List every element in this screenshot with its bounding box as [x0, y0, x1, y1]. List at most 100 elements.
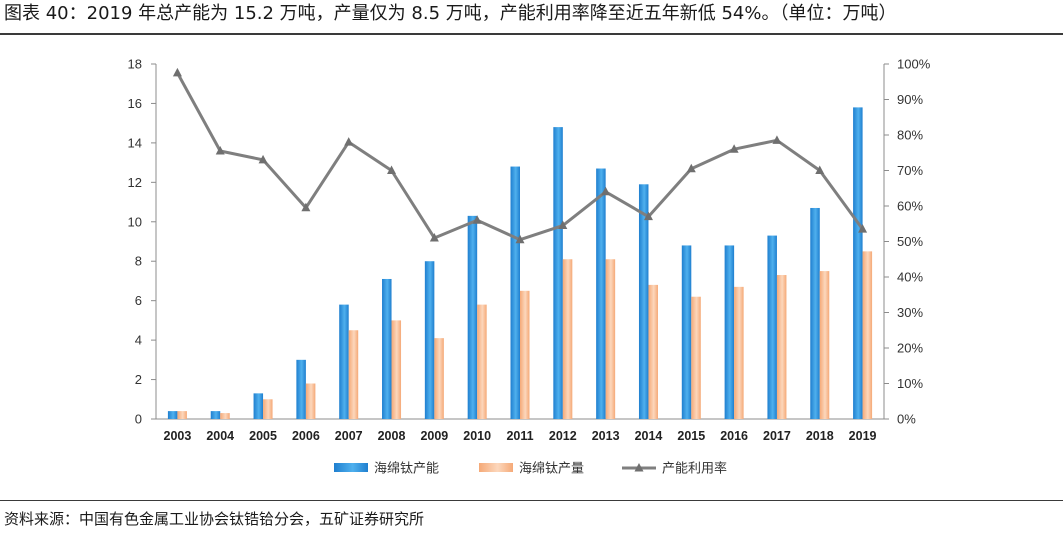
chart-line-series	[172, 67, 868, 244]
figure-title: 图表 40：2019 年总产能为 15.2 万吨，产量仅为 8.5 万吨，产能利…	[4, 3, 897, 24]
x-tick-label: 2019	[849, 429, 877, 443]
x-tick-label: 2013	[592, 429, 620, 443]
chart-svg: 0 2 4 6 8 10 12 14 16 18 0% 10% 20% 30% 40% 50% 60% 70% 80…	[128, 57, 931, 477]
utilization-marker	[344, 137, 354, 146]
y-right-tick-label: 10%	[897, 376, 923, 391]
legend-swatch	[334, 463, 368, 472]
x-tick-label: 2006	[292, 429, 320, 443]
output-bar	[562, 259, 573, 419]
x-tick-label: 2010	[463, 429, 491, 443]
output-bar	[391, 320, 402, 419]
y-left-tick-label: 12	[128, 175, 142, 190]
capacity-bar	[339, 304, 349, 419]
x-tick-label: 2005	[249, 429, 277, 443]
x-tick-label: 2004	[206, 429, 234, 443]
y-left-tick-label: 10	[128, 214, 142, 229]
capacity-bar	[467, 215, 478, 419]
utilization-marker	[258, 154, 268, 164]
output-bar	[434, 338, 444, 419]
y-right-tick-label: 60%	[897, 199, 923, 214]
legend-swatch	[479, 463, 513, 472]
capacity-bar	[553, 127, 563, 419]
legend-label: 产能利用率	[662, 461, 727, 477]
utilization-marker	[643, 211, 653, 221]
x-tick-label: 2008	[378, 429, 406, 443]
capacity-bar	[210, 411, 221, 419]
title-rule	[0, 33, 1063, 35]
y-right-tick-label: 20%	[897, 341, 923, 356]
chart-axes: 0 2 4 6 8 10 12 14 16 18 0% 10% 20% 30% 40% 50% 60% 70% 80…	[128, 57, 931, 427]
y-left-tick-label: 0	[135, 412, 142, 427]
x-tick-label: 2017	[763, 429, 791, 443]
utilization-marker	[429, 232, 439, 242]
source-rule	[0, 500, 1063, 501]
y-left-tick-label: 8	[135, 254, 142, 269]
y-left-tick-label: 18	[128, 57, 142, 72]
x-tick-label: 2011	[506, 429, 533, 443]
output-bar	[520, 290, 530, 419]
output-bar	[734, 286, 744, 419]
output-bar	[177, 411, 187, 419]
x-tick-label: 2012	[549, 429, 577, 443]
output-bar	[477, 304, 487, 419]
y-left-tick-label: 6	[135, 293, 142, 308]
y-right-tick-label: 50%	[897, 234, 923, 249]
y-right-tick-label: 100%	[897, 57, 931, 72]
y-left-tick-label: 16	[128, 96, 142, 111]
output-bar	[220, 413, 230, 419]
utilization-marker	[815, 165, 825, 174]
utilization-marker	[601, 186, 611, 196]
utilization-marker	[215, 145, 225, 155]
capacity-bar	[382, 278, 392, 419]
capacity-bar	[510, 166, 520, 419]
y-right-tick-label: 70%	[897, 163, 923, 178]
x-tick-label: 2009	[420, 429, 448, 443]
output-bar	[305, 383, 316, 419]
y-right-tick-label: 0%	[897, 412, 916, 427]
output-bar	[776, 275, 787, 419]
capacity-bar	[810, 207, 820, 419]
utilization-marker	[387, 165, 397, 174]
capacity-bar	[853, 107, 863, 419]
source-note: 资料来源：中国有色金属工业协会钛锆铪分会，五矿证券研究所	[4, 510, 425, 528]
chart-bars	[167, 107, 873, 419]
y-right-tick-label: 40%	[897, 270, 923, 285]
y-right-tick-label: 30%	[897, 305, 923, 320]
utilization-marker	[301, 202, 311, 212]
x-tick-label: 2015	[677, 429, 705, 443]
utilization-marker	[772, 135, 782, 144]
capacity-bar	[253, 393, 264, 419]
chart-legend: 海绵钛产能 海绵钛产量 产能利用率	[334, 461, 727, 477]
capacity-bar	[424, 261, 435, 419]
y-left-tick-label: 2	[135, 372, 142, 387]
capacity-bar	[724, 245, 735, 419]
capacity-bar	[296, 359, 306, 419]
y-right-tick-label: 80%	[897, 128, 923, 143]
output-bar	[348, 330, 359, 419]
capacity-bar	[167, 411, 178, 419]
y-left-tick-label: 4	[135, 333, 142, 348]
x-tick-label: 2003	[164, 429, 192, 443]
utilization-marker	[172, 67, 182, 77]
x-axis-labels: 2003 2004 2005 2006 2007 2008 2009 2010 2011 2012…	[164, 429, 877, 443]
utilization-marker	[686, 163, 696, 173]
output-bar	[862, 251, 873, 419]
x-tick-label: 2016	[720, 429, 748, 443]
x-tick-label: 2014	[635, 429, 663, 443]
capacity-bar	[638, 184, 649, 419]
utilization-marker	[558, 220, 568, 230]
x-tick-label: 2007	[335, 429, 363, 443]
output-bar	[819, 271, 830, 419]
output-bar	[648, 284, 658, 419]
utilization-marker	[515, 234, 525, 244]
utilization-marker	[729, 144, 739, 153]
output-bar	[263, 399, 273, 419]
output-bar	[605, 259, 616, 419]
x-tick-label: 2018	[806, 429, 834, 443]
legend-label: 海绵钛产量	[519, 462, 584, 477]
utilization-marker	[858, 224, 868, 233]
capacity-bar	[767, 235, 777, 419]
legend-label: 海绵钛产能	[374, 462, 439, 477]
capacity-bar	[596, 168, 606, 419]
capacity-bar	[681, 245, 692, 419]
